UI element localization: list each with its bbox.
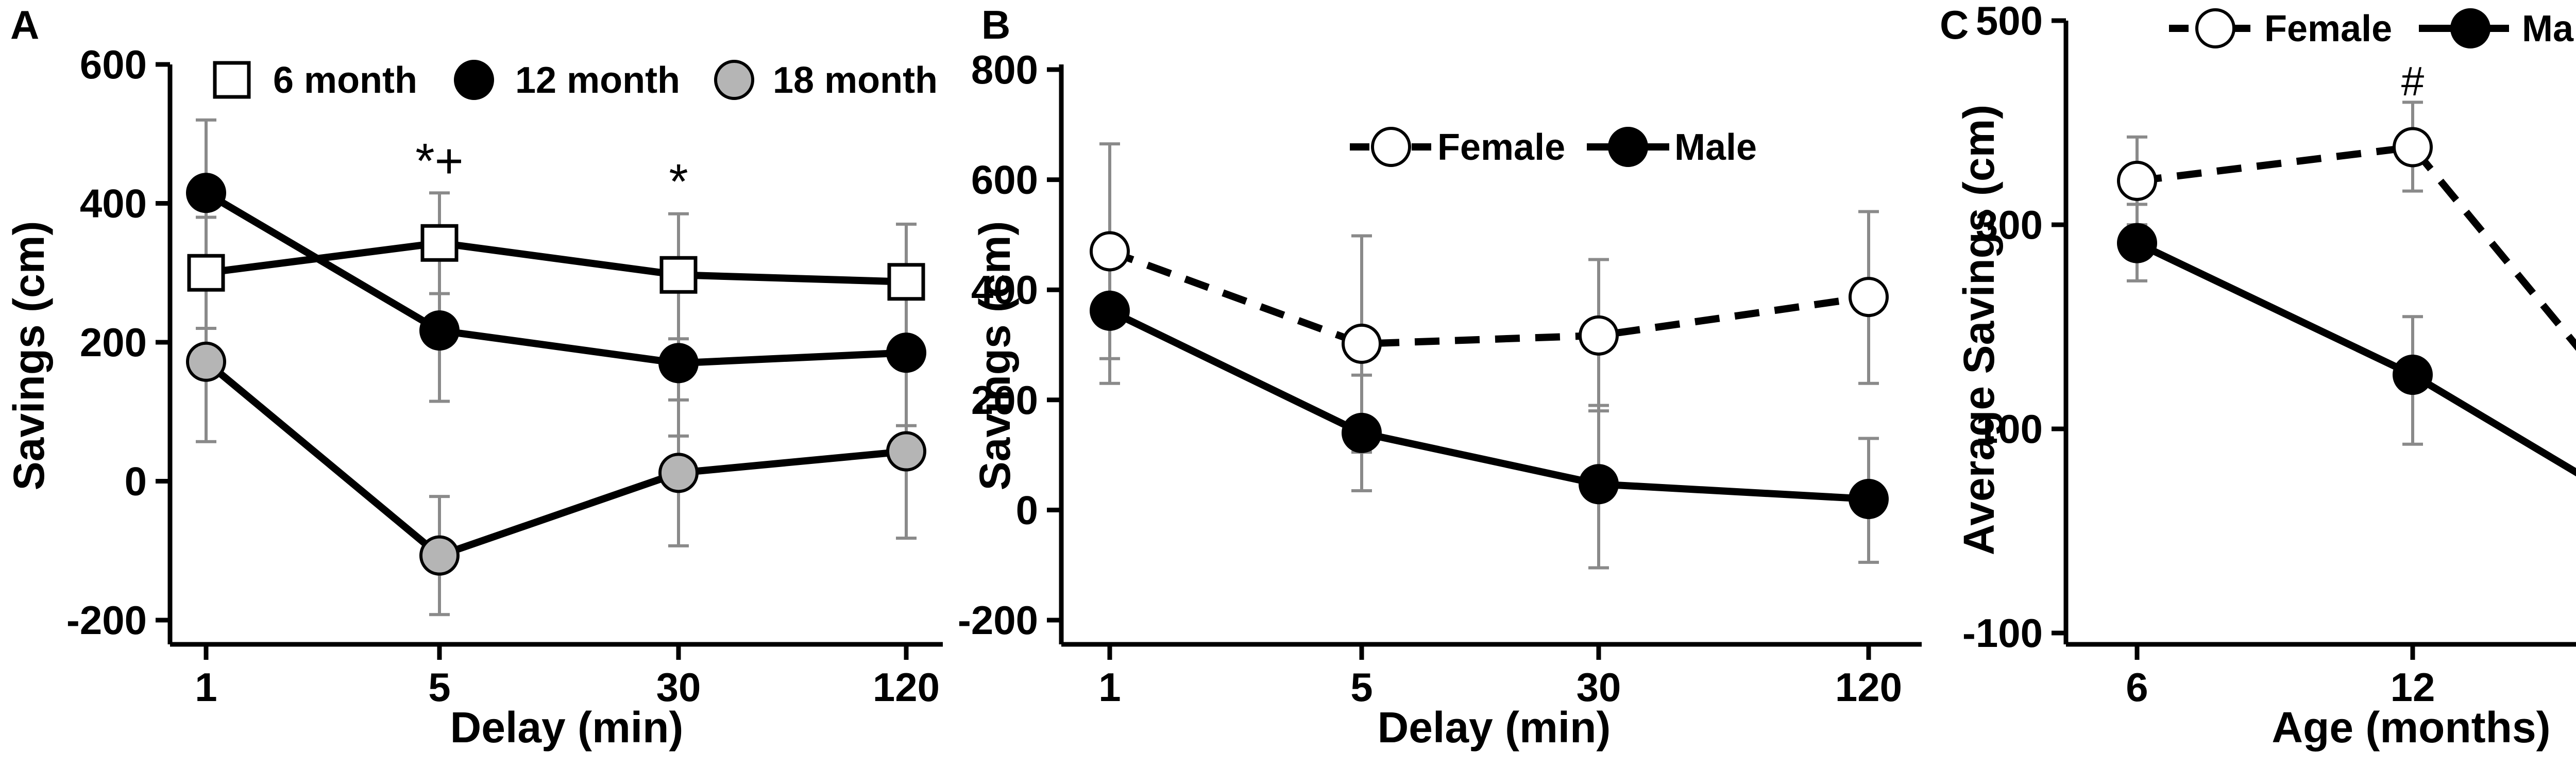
data-point — [2393, 355, 2433, 395]
data-point — [1090, 231, 1130, 272]
legend-label: 12 month — [515, 60, 680, 101]
data-point — [186, 173, 226, 213]
legend-label: Female — [2264, 8, 2392, 49]
series-line-male — [1108, 307, 1869, 503]
data-point — [1342, 412, 1382, 453]
y-tick-label: -200 — [66, 597, 147, 643]
legend-marker — [454, 60, 494, 100]
data-point — [186, 341, 226, 382]
y-tick-label: -200 — [958, 597, 1038, 643]
data-point — [419, 535, 460, 576]
series-line-female — [1108, 247, 1869, 347]
data-point — [2117, 223, 2157, 263]
series-line-male — [2135, 240, 2576, 477]
x-tick-label: 30 — [1577, 664, 1621, 710]
legend-marker — [1371, 127, 1411, 167]
data-point — [887, 263, 925, 301]
significance-marker: *+ — [415, 134, 463, 189]
data-point — [1342, 323, 1382, 364]
y-tick-label: 0 — [1016, 487, 1038, 532]
series-line-female — [2137, 143, 2576, 351]
data-point — [658, 343, 699, 384]
y-tick-label: 600 — [80, 42, 147, 87]
data-point — [658, 453, 699, 493]
y-tick-label: 100 — [1976, 406, 2043, 452]
legend-label: Male — [1674, 127, 1757, 168]
series-line-18-month — [204, 359, 907, 560]
x-tick-label: 12 — [2391, 664, 2435, 710]
data-point — [1849, 479, 1889, 520]
legend-marker — [213, 61, 251, 99]
y-axis-title: Savings (cm) — [5, 221, 53, 491]
data-point — [420, 224, 459, 262]
data-point — [659, 256, 698, 294]
significance-marker: # — [2401, 58, 2425, 104]
x-tick-label: 1 — [1098, 664, 1121, 710]
legend-label: 18 month — [773, 60, 938, 101]
legend-marker — [1608, 127, 1648, 167]
legend-label: Male — [2522, 8, 2576, 49]
y-tick-label: 0 — [125, 459, 147, 504]
y-tick-label: 400 — [80, 181, 147, 226]
x-tick-label: 120 — [873, 664, 940, 710]
x-tick-label: 120 — [1835, 664, 1902, 710]
data-point — [2393, 127, 2433, 168]
panel-letter: A — [10, 2, 39, 47]
data-point — [187, 254, 225, 292]
significance-marker: * — [669, 154, 688, 209]
y-tick-label: 600 — [971, 157, 1038, 203]
legend-label: 6 month — [273, 60, 417, 101]
x-tick-label: 30 — [656, 664, 701, 710]
x-tick-label: 5 — [428, 664, 450, 710]
x-axis-title: Age (months) — [2272, 703, 2550, 752]
x-axis-title: Delay (min) — [450, 703, 684, 752]
data-point — [1579, 315, 1619, 356]
panel-letter: B — [981, 2, 1010, 47]
series-line-6-month — [206, 239, 907, 286]
y-tick-label: 300 — [1976, 202, 2043, 247]
y-axis-title: Savings (cm) — [971, 221, 1019, 491]
data-point — [1579, 464, 1619, 505]
y-tick-label: 500 — [1976, 0, 2043, 43]
legend-marker — [2450, 8, 2490, 48]
data-point — [886, 431, 926, 472]
y-tick-label: 800 — [971, 47, 1038, 92]
data-point — [1849, 277, 1889, 318]
x-tick-label: 1 — [195, 664, 217, 710]
panel-letter: C — [1940, 2, 1969, 47]
x-axis-title: Delay (min) — [1378, 703, 1611, 752]
series-line-12-month — [204, 190, 907, 367]
chart-panel-a: A 600 400 200 0 -200 1 5 30 120 Delay (min) Savings… — [5, 2, 943, 752]
data-point — [886, 332, 926, 373]
legend-marker — [2195, 8, 2235, 48]
legend-marker — [714, 60, 754, 100]
x-tick-label: 5 — [1350, 664, 1372, 710]
x-tick-label: 6 — [2126, 664, 2148, 710]
y-tick-label: 200 — [971, 377, 1038, 423]
y-axis-title: Average Savings (cm) — [1955, 105, 2003, 556]
y-tick-label: -100 — [1962, 610, 2043, 656]
data-point — [1090, 290, 1130, 331]
data-point — [419, 310, 460, 351]
legend-label: Female — [1437, 127, 1565, 168]
y-tick-label: 400 — [971, 267, 1038, 312]
data-point — [2117, 160, 2157, 201]
y-tick-label: 200 — [80, 320, 147, 365]
